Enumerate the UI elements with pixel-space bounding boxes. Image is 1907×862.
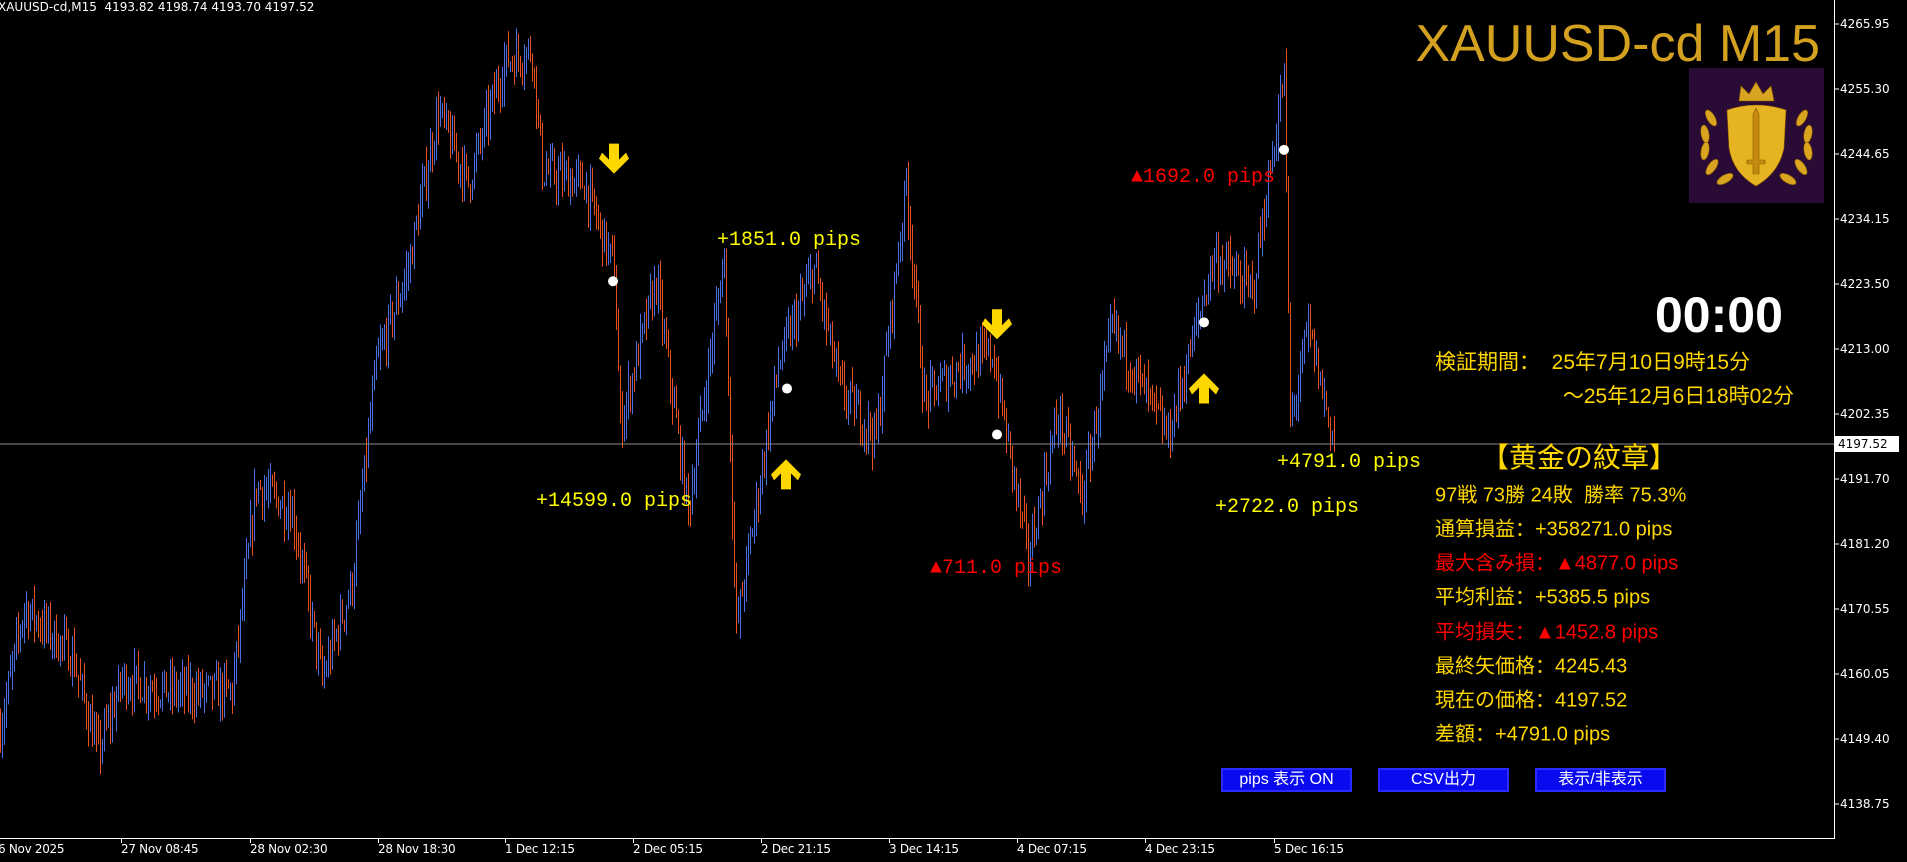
trade-result-label: +1851.0 pips <box>717 229 862 252</box>
time-axis-label: 28 Nov 02:30 <box>250 842 328 856</box>
sword <box>1746 107 1766 175</box>
entry-dots <box>608 144 1289 440</box>
stat-line: 平均損失：▲1452.8 pips <box>1435 621 1659 644</box>
test-period-to: ～25年12月6日18時02分 <box>1562 385 1794 408</box>
trade-result-label: ▲1692.0 pips <box>1131 166 1276 189</box>
price-axis-label: 4202.35 <box>1840 407 1890 421</box>
arrow-down-icon <box>982 309 1012 340</box>
price-axis-label: 4191.70 <box>1840 472 1890 486</box>
laurel-right <box>1779 109 1813 185</box>
time-axis-label: 4 Dec 23:15 <box>1145 842 1215 856</box>
trade-result-label: +14599.0 pips <box>536 490 693 513</box>
test-period-from: 検証期間： 25年7月10日9時15分 <box>1435 351 1751 374</box>
price-axis-ticks <box>1835 23 1839 805</box>
stat-line: 現在の価格：4197.52 <box>1435 689 1628 712</box>
stat-line: 最終矢価格：4245.43 <box>1435 655 1628 678</box>
price-axis-label: 4181.20 <box>1840 537 1890 551</box>
time-axis-label: 28 Nov 18:30 <box>378 842 456 856</box>
stat-line: 差額：+4791.0 pips <box>1435 723 1611 746</box>
time-axis-label: 4 Dec 07:15 <box>1017 842 1087 856</box>
time-axis-ticks <box>121 838 1275 843</box>
signal-arrows <box>599 143 1219 490</box>
arrow-down-icon <box>599 143 629 174</box>
time-axis-label: 2 Dec 21:15 <box>761 842 831 856</box>
countdown-clock: 00:00 <box>1655 287 1783 343</box>
time-axis-label: 27 Nov 08:45 <box>121 842 199 856</box>
arrow-up-icon <box>771 459 801 490</box>
price-axis-label: 4255.30 <box>1840 82 1890 96</box>
price-axis-label: 4160.05 <box>1840 667 1890 681</box>
trade-result-label: ▲711.0 pips <box>930 557 1063 580</box>
price-axis-label: 4213.00 <box>1840 342 1890 356</box>
ohlc-bars <box>0 28 1335 775</box>
price-axis-label: 4265.95 <box>1840 17 1890 31</box>
price-axis-label: 4149.40 <box>1840 732 1890 746</box>
crown <box>1738 81 1775 102</box>
price-axis-label: 4234.15 <box>1840 212 1890 226</box>
csv-export-button[interactable]: CSV出力 <box>1378 768 1509 792</box>
time-axis-label: 5 Dec 16:15 <box>1274 842 1344 856</box>
stat-line: 97戦 73勝 24敗 勝率 75.3% <box>1435 484 1687 507</box>
current-price-label: 4197.52 <box>1835 436 1899 452</box>
chart-title: XAUUSD-cd M15 <box>1415 15 1820 73</box>
stat-line: 最大含み損：▲4877.0 pips <box>1435 552 1679 575</box>
time-axis-label: 1 Dec 12:15 <box>505 842 575 856</box>
entry-dot <box>992 429 1002 440</box>
show-hide-button[interactable]: 表示/非表示 <box>1535 768 1666 792</box>
price-axis-label: 4138.75 <box>1840 797 1890 811</box>
trade-result-label: +4791.0 pips <box>1277 451 1422 474</box>
stat-line: 平均利益：+5385.5 pips <box>1435 586 1651 609</box>
time-axis-label: 6 Nov 2025 <box>0 842 65 856</box>
trade-result-label: +2722.0 pips <box>1215 496 1360 519</box>
laurel-left <box>1700 109 1734 185</box>
time-axis-label: 2 Dec 05:15 <box>633 842 703 856</box>
price-axis-label: 4244.65 <box>1840 147 1890 161</box>
panel-title: 【黄金の紋章】 <box>1481 442 1678 473</box>
price-axis-label: 4223.50 <box>1840 277 1890 291</box>
symbol-info: XAUUSD-cd,M15 4193.82 4198.74 4193.70 41… <box>0 0 315 14</box>
pips-display-toggle-button[interactable]: pips 表示 ON <box>1221 768 1352 792</box>
time-axis-label: 3 Dec 14:15 <box>889 842 959 856</box>
price-axis-label: 4170.55 <box>1840 602 1890 616</box>
stat-line: 通算損益：+358271.0 pips <box>1435 518 1673 541</box>
entry-dot <box>608 276 618 287</box>
entry-dot <box>1279 144 1289 155</box>
arrow-up-icon <box>1189 373 1219 404</box>
entry-dot <box>782 383 792 394</box>
golden-emblem-logo <box>1689 68 1824 203</box>
entry-dot <box>1199 317 1209 328</box>
